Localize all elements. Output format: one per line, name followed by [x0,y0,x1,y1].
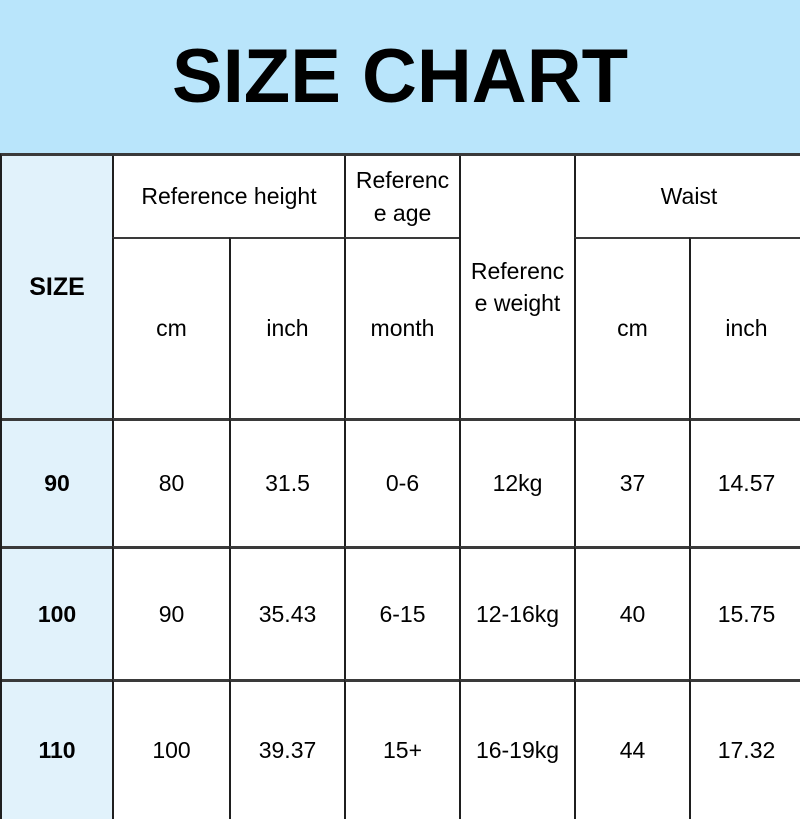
header-row-groups: SIZE Reference height Referenc e age Ref… [2,156,800,418]
subheader-height-cm: cm [112,237,229,418]
size-table: SIZE Reference height Referenc e age Ref… [0,153,800,819]
header-row-units: cm inch month cm inch [2,237,800,418]
cell-age-month: 6-15 [344,546,459,679]
cell-weight: 16-19kg [459,679,574,819]
cell-weight: 12kg [459,418,574,546]
cell-waist-cm: 40 [574,546,689,679]
header-reference-height: Reference height [112,156,344,237]
cell-weight: 12-16kg [459,546,574,679]
page-title: SIZE CHART [172,33,628,119]
header-size: SIZE [2,156,112,418]
cell-height-cm: 100 [112,679,229,819]
cell-age-month: 15+ [344,679,459,819]
cell-size-label: 90 [2,418,112,546]
header-reference-weight: Referenc e weight [459,156,574,418]
subheader-waist-inch: inch [689,237,800,418]
cell-size-label: 110 [2,679,112,819]
table-row-size-100: 100 90 35.43 6-15 12-16kg 40 15.75 [2,546,800,679]
header-reference-age: Referenc e age [344,156,459,237]
cell-height-cm: 90 [112,546,229,679]
table-row-size-110: 110 100 39.37 15+ 16-19kg 44 17.32 [2,679,800,819]
size-chart-banner: SIZE CHART [0,0,800,153]
subheader-age-month: month [344,237,459,418]
header-waist: Waist [574,156,800,237]
cell-waist-inch: 17.32 [689,679,800,819]
cell-age-month: 0-6 [344,418,459,546]
cell-size-label: 100 [2,546,112,679]
cell-height-inch: 31.5 [229,418,344,546]
cell-waist-cm: 37 [574,418,689,546]
table-row-size-90: 90 80 31.5 0-6 12kg 37 14.57 [2,418,800,546]
cell-waist-cm: 44 [574,679,689,819]
cell-height-inch: 35.43 [229,546,344,679]
cell-waist-inch: 15.75 [689,546,800,679]
cell-waist-inch: 14.57 [689,418,800,546]
subheader-height-inch: inch [229,237,344,418]
cell-height-cm: 80 [112,418,229,546]
subheader-waist-cm: cm [574,237,689,418]
cell-height-inch: 39.37 [229,679,344,819]
